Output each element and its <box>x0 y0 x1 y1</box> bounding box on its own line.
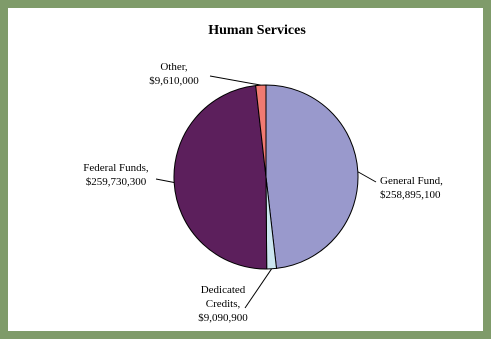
slice-federal-funds-label-line: Federal Funds, <box>83 162 149 174</box>
slice-other <box>255 84 267 178</box>
slice-general-fund-label: General Fund, $258,895,100 <box>380 175 443 201</box>
slice-other-leader-line <box>209 75 261 86</box>
slice-federal-funds <box>173 85 268 270</box>
slice-dedicated-credits-label-line: Dedicated <box>201 284 246 296</box>
slice-dedicated-credits-label: Dedicated Credits, $9,090,900 <box>198 284 248 324</box>
slice-general-fund <box>265 84 359 269</box>
slice-general-fund-label-line: $258,895,100 <box>380 189 441 201</box>
slice-federal-funds-label: Federal Funds, $259,730,300 <box>83 162 149 188</box>
chart-title: Human Services <box>208 23 306 38</box>
slice-federal-funds-label-line: $259,730,300 <box>86 176 147 188</box>
slice-federal-funds-leader-line <box>155 178 175 184</box>
slice-general-fund-leader-line <box>357 171 377 183</box>
pie-chart: Human Services General Fund, $258,895,100… <box>83 23 443 324</box>
slice-dedicated-credits-leader-line <box>244 268 273 309</box>
slice-dedicated-credits-label-line: Credits, <box>206 298 241 310</box>
slice-dedicated-credits-label-line: $9,090,900 <box>198 312 248 324</box>
slice-other-label: Other, $9,610,000 <box>149 61 199 87</box>
chart-frame: Human Services General Fund, $258,895,100… <box>8 8 483 331</box>
slice-other-label-line: $9,610,000 <box>149 75 199 87</box>
slice-general-fund-label-line: General Fund, <box>380 175 443 187</box>
slice-other-label-line: Other, <box>160 61 188 73</box>
